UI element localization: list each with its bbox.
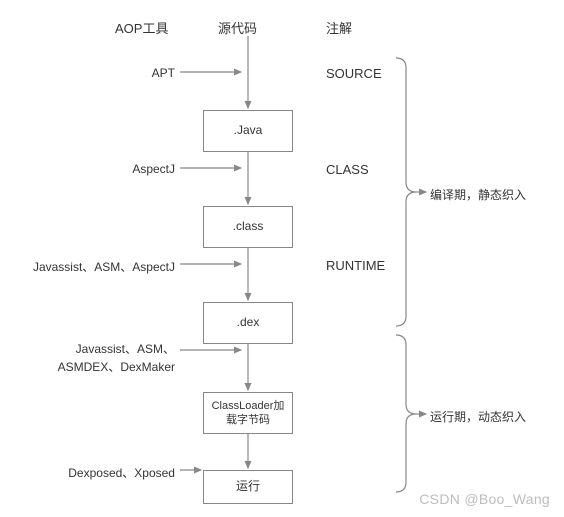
header-aop-tools: AOP工具 <box>115 18 168 37</box>
node-run: 运行 <box>203 470 293 504</box>
annot-source: SOURCE <box>326 66 382 81</box>
tool-dexposed-xposed: Dexposed、Xposed <box>0 464 175 481</box>
bracket-compile-label: 编译期，静态织入 <box>430 186 526 203</box>
node-java: .Java <box>203 110 293 152</box>
annot-runtime: RUNTIME <box>326 258 385 273</box>
header-annotation: 注解 <box>326 18 352 37</box>
bracket-compile <box>396 58 416 326</box>
tool-javassist-asm-aspectj: Javassist、ASM、AspectJ <box>0 258 175 275</box>
tool-apt: APT <box>0 66 175 80</box>
tool-aspectj: AspectJ <box>0 162 175 176</box>
node-class: .class <box>203 206 293 248</box>
bracket-runtime-label: 运行期，动态织入 <box>430 408 526 425</box>
watermark: CSDN @Boo_Wang <box>419 491 550 507</box>
annot-class: CLASS <box>326 162 369 177</box>
header-source-code: 源代码 <box>218 18 257 37</box>
node-classloader: ClassLoader加载字节码 <box>203 392 293 434</box>
tool-javassist-asm-asmdex-dexmaker: Javassist、ASM、 ASMDEX、DexMaker <box>0 340 175 376</box>
bracket-runtime <box>396 335 416 492</box>
node-dex: .dex <box>203 302 293 344</box>
